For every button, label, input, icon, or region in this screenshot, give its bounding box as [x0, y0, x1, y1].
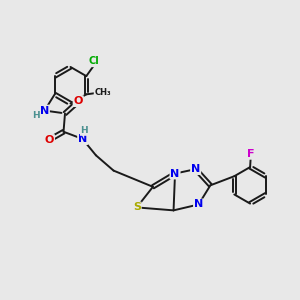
Text: H: H [32, 111, 40, 120]
Text: Cl: Cl [88, 56, 99, 66]
Text: N: N [170, 169, 180, 178]
Text: S: S [133, 202, 141, 212]
Text: O: O [74, 96, 83, 106]
Text: CH₃: CH₃ [94, 88, 111, 98]
Text: N: N [194, 200, 203, 209]
Text: N: N [78, 134, 87, 144]
Text: O: O [45, 135, 54, 145]
Text: F: F [247, 149, 254, 159]
Text: N: N [191, 164, 200, 174]
Text: N: N [40, 106, 49, 116]
Text: H: H [80, 126, 88, 135]
